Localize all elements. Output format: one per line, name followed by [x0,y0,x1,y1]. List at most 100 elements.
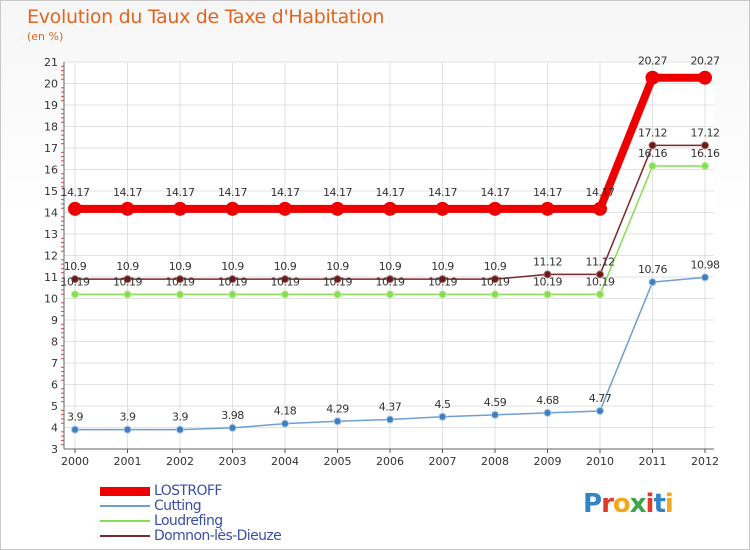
data-point [176,290,184,299]
data-label: 16.16 [638,147,667,160]
y-tick-label: 5 [51,400,58,413]
data-point [281,419,289,428]
data-point [543,408,552,417]
data-point [278,201,292,216]
y-tick-label: 3 [51,443,58,456]
data-label: 10.9 [274,260,297,273]
data-label: 10.9 [221,260,244,273]
data-point [701,141,709,150]
y-tick-label: 10 [44,293,58,306]
logo-letter: i [645,489,655,519]
data-point [540,201,555,216]
data-point [71,425,79,434]
data-point [648,278,657,287]
data-label: 4.5 [435,398,451,411]
legend-swatch [100,505,150,507]
data-label: 4.77 [589,392,612,405]
y-tick-label: 16 [44,164,58,177]
data-label: 10.9 [64,260,87,273]
data-point [543,290,552,299]
data-label: 14.17 [271,186,300,199]
data-point [698,70,712,85]
legend-swatch [100,520,150,522]
chart-title: Evolution du Taux de Taxe d'Habitation [27,6,385,28]
data-label: 4.29 [326,402,349,415]
data-point [386,290,394,299]
x-tick-label: 2001 [114,455,142,468]
data-label: 10.9 [484,260,507,273]
axes: 3 4 5 6 7 8 9 10 11 12 13 14 15 16 17 18 19 20 21 2000 2001 2… [44,56,719,468]
y-tick-label: 13 [44,228,58,241]
data-point [488,201,502,216]
data-point [438,290,447,299]
y-tick-label: 20 [44,78,58,91]
data-label: 10.19 [218,275,247,288]
data-point [645,70,660,85]
data-point [386,415,394,424]
data-label: 3.9 [67,411,83,424]
legend-label: LOSTROFF [154,483,222,499]
y-tick-label: 9 [51,314,58,327]
data-label: 10.9 [431,260,454,273]
data-labels: 3.9 3.9 3.9 3.98 4.18 4.29 4.37 4.5 4.59 4.68 4.77… [61,55,721,424]
x-tick-label: 2007 [429,455,457,468]
x-tick-label: 2005 [324,455,352,468]
data-point [596,406,604,415]
data-point [593,201,607,216]
y-tick-label: 15 [44,185,58,198]
data-label: 20.27 [638,55,667,68]
data-label: 14.17 [428,186,457,199]
y-tick-label: 12 [44,250,58,263]
data-label: 14.17 [61,186,90,199]
data-label: 14.17 [218,186,247,199]
y-tick-label: 17 [44,142,58,155]
data-point [330,201,345,216]
x-tick-label: 2004 [271,455,299,468]
data-label: 17.12 [691,126,720,139]
legend-swatch [100,535,150,537]
data-label: 10.9 [169,260,192,273]
data-label: 3.9 [120,411,136,424]
data-point [225,201,240,216]
data-label: 16.16 [691,147,720,160]
data-label: 10.19 [323,275,352,288]
data-label: 10.19 [586,275,615,288]
data-label: 4.68 [536,394,559,407]
data-point [648,162,657,171]
data-label: 14.17 [481,186,510,199]
data-point [281,290,289,299]
data-point [176,275,184,284]
legend-label: Domnon-lès-Dieuze [154,528,282,544]
data-point [491,275,499,284]
data-label: 17.12 [638,126,667,139]
data-point [701,273,709,282]
data-label: 10.9 [379,260,402,273]
data-point [543,270,552,279]
data-point [596,290,604,299]
logo-letter: r [601,489,614,519]
data-point [123,275,132,284]
data-point [120,201,135,216]
data-point [333,290,342,299]
y-tick-label: 21 [44,56,58,69]
y-tick-label: 7 [51,357,58,370]
data-label: 10.19 [533,275,562,288]
y-tick-label: 8 [51,336,58,349]
x-tick-label: 2002 [166,455,194,468]
data-label: 14.17 [113,186,142,199]
data-label: 11.12 [533,255,562,268]
data-point [123,425,132,434]
data-label: 14.17 [533,186,562,199]
proxiti-logo: Proxiti [583,489,674,519]
data-point [386,275,394,284]
logo-letter: o [612,489,631,519]
data-label: 10.9 [116,260,139,273]
x-tick-label: 2000 [61,455,89,468]
data-label: 10.19 [376,275,405,288]
data-label: 10.19 [481,275,510,288]
data-point [596,270,604,279]
data-label: 14.17 [586,186,615,199]
data-point [228,290,237,299]
data-point [281,275,289,284]
data-point [333,417,342,426]
